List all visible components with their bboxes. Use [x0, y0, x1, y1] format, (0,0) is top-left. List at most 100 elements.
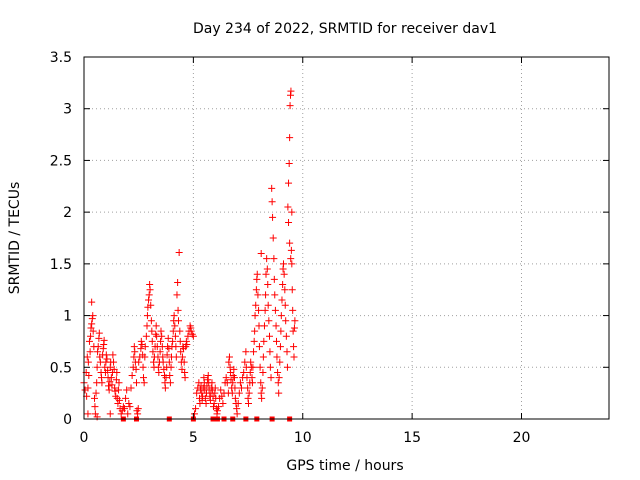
data-point [141, 343, 149, 351]
data-point [253, 270, 261, 278]
data-point [231, 394, 239, 402]
data-point [105, 386, 113, 394]
data-point [264, 281, 272, 289]
data-point [124, 410, 132, 418]
data-point [149, 348, 157, 356]
data-point [128, 372, 136, 380]
x-tick-label: 10 [294, 430, 312, 446]
x-tick-label: 5 [189, 430, 198, 446]
data-point [275, 389, 283, 397]
data-point [245, 399, 252, 407]
data-point [143, 322, 151, 330]
data-point [110, 358, 118, 366]
data-point [134, 405, 142, 413]
data-point [147, 301, 155, 309]
data-point [105, 382, 112, 390]
data-point [266, 332, 273, 340]
x-tick-label: 0 [80, 430, 89, 446]
y-tick-label: 0.5 [50, 360, 72, 376]
data-point [278, 296, 286, 304]
grid-lines [84, 57, 609, 419]
data-point [266, 363, 274, 371]
data-point [181, 374, 189, 382]
data-point [109, 351, 117, 359]
data-point [135, 358, 143, 366]
data-point [280, 270, 288, 278]
data-point [175, 317, 182, 325]
data-point [284, 203, 292, 211]
data-point [167, 363, 175, 371]
data-point [91, 410, 99, 418]
data-point [156, 348, 164, 356]
data-point [261, 306, 269, 314]
data-point [178, 353, 186, 361]
data-point [115, 379, 123, 387]
data-point [161, 384, 169, 392]
data-point [211, 384, 219, 392]
data-point [114, 399, 122, 407]
data-point [88, 298, 96, 306]
data-point [247, 358, 255, 366]
data-point [251, 312, 259, 320]
data-point [258, 394, 266, 402]
data-point [164, 334, 172, 342]
data-point [265, 317, 273, 325]
data-point [225, 358, 233, 366]
data-point [113, 368, 121, 376]
data-point [213, 407, 221, 415]
data-point [280, 260, 287, 268]
data-point [98, 379, 106, 387]
y-tick-label: 2 [63, 205, 72, 221]
data-point [287, 87, 295, 95]
data-point [169, 327, 177, 335]
x-tick-label: 20 [513, 430, 531, 446]
data-point [87, 332, 95, 340]
y-tick-label: 3.5 [50, 50, 72, 66]
data-point [250, 348, 258, 356]
data-point [288, 260, 296, 268]
data-point [139, 363, 147, 371]
data-points [80, 87, 299, 422]
data-point [225, 353, 233, 361]
data-point [267, 374, 275, 382]
data-point [100, 336, 108, 344]
data-point [103, 355, 111, 363]
data-point [190, 410, 198, 418]
data-point [268, 184, 276, 192]
data-point [132, 365, 140, 373]
data-point [285, 179, 293, 187]
data-point [125, 399, 133, 407]
data-point [215, 403, 223, 411]
data-point [120, 405, 128, 413]
data-point [250, 337, 258, 345]
data-point [290, 353, 298, 361]
data-point [249, 363, 257, 371]
data-point [281, 301, 289, 309]
data-point [210, 399, 218, 407]
data-point [236, 379, 244, 387]
data-point [273, 353, 281, 361]
data-point [143, 312, 151, 320]
x-axis-ticks: 0 5 10 15 20 [80, 57, 531, 446]
data-point [89, 327, 97, 335]
data-point [89, 312, 97, 320]
data-point [173, 291, 181, 299]
data-point [169, 337, 177, 345]
data-point [282, 317, 290, 325]
data-point [259, 353, 267, 361]
data-point [229, 379, 237, 387]
data-point [157, 327, 165, 335]
data-point [131, 348, 139, 356]
data-point [155, 368, 163, 376]
data-point [208, 379, 216, 387]
data-point [269, 234, 277, 242]
data-point [176, 337, 184, 345]
data-point [206, 396, 214, 404]
data-point [228, 389, 236, 397]
data-point [288, 208, 296, 216]
data-point [115, 386, 123, 394]
data-point [217, 386, 225, 394]
data-point [140, 374, 147, 382]
data-point [279, 281, 287, 289]
